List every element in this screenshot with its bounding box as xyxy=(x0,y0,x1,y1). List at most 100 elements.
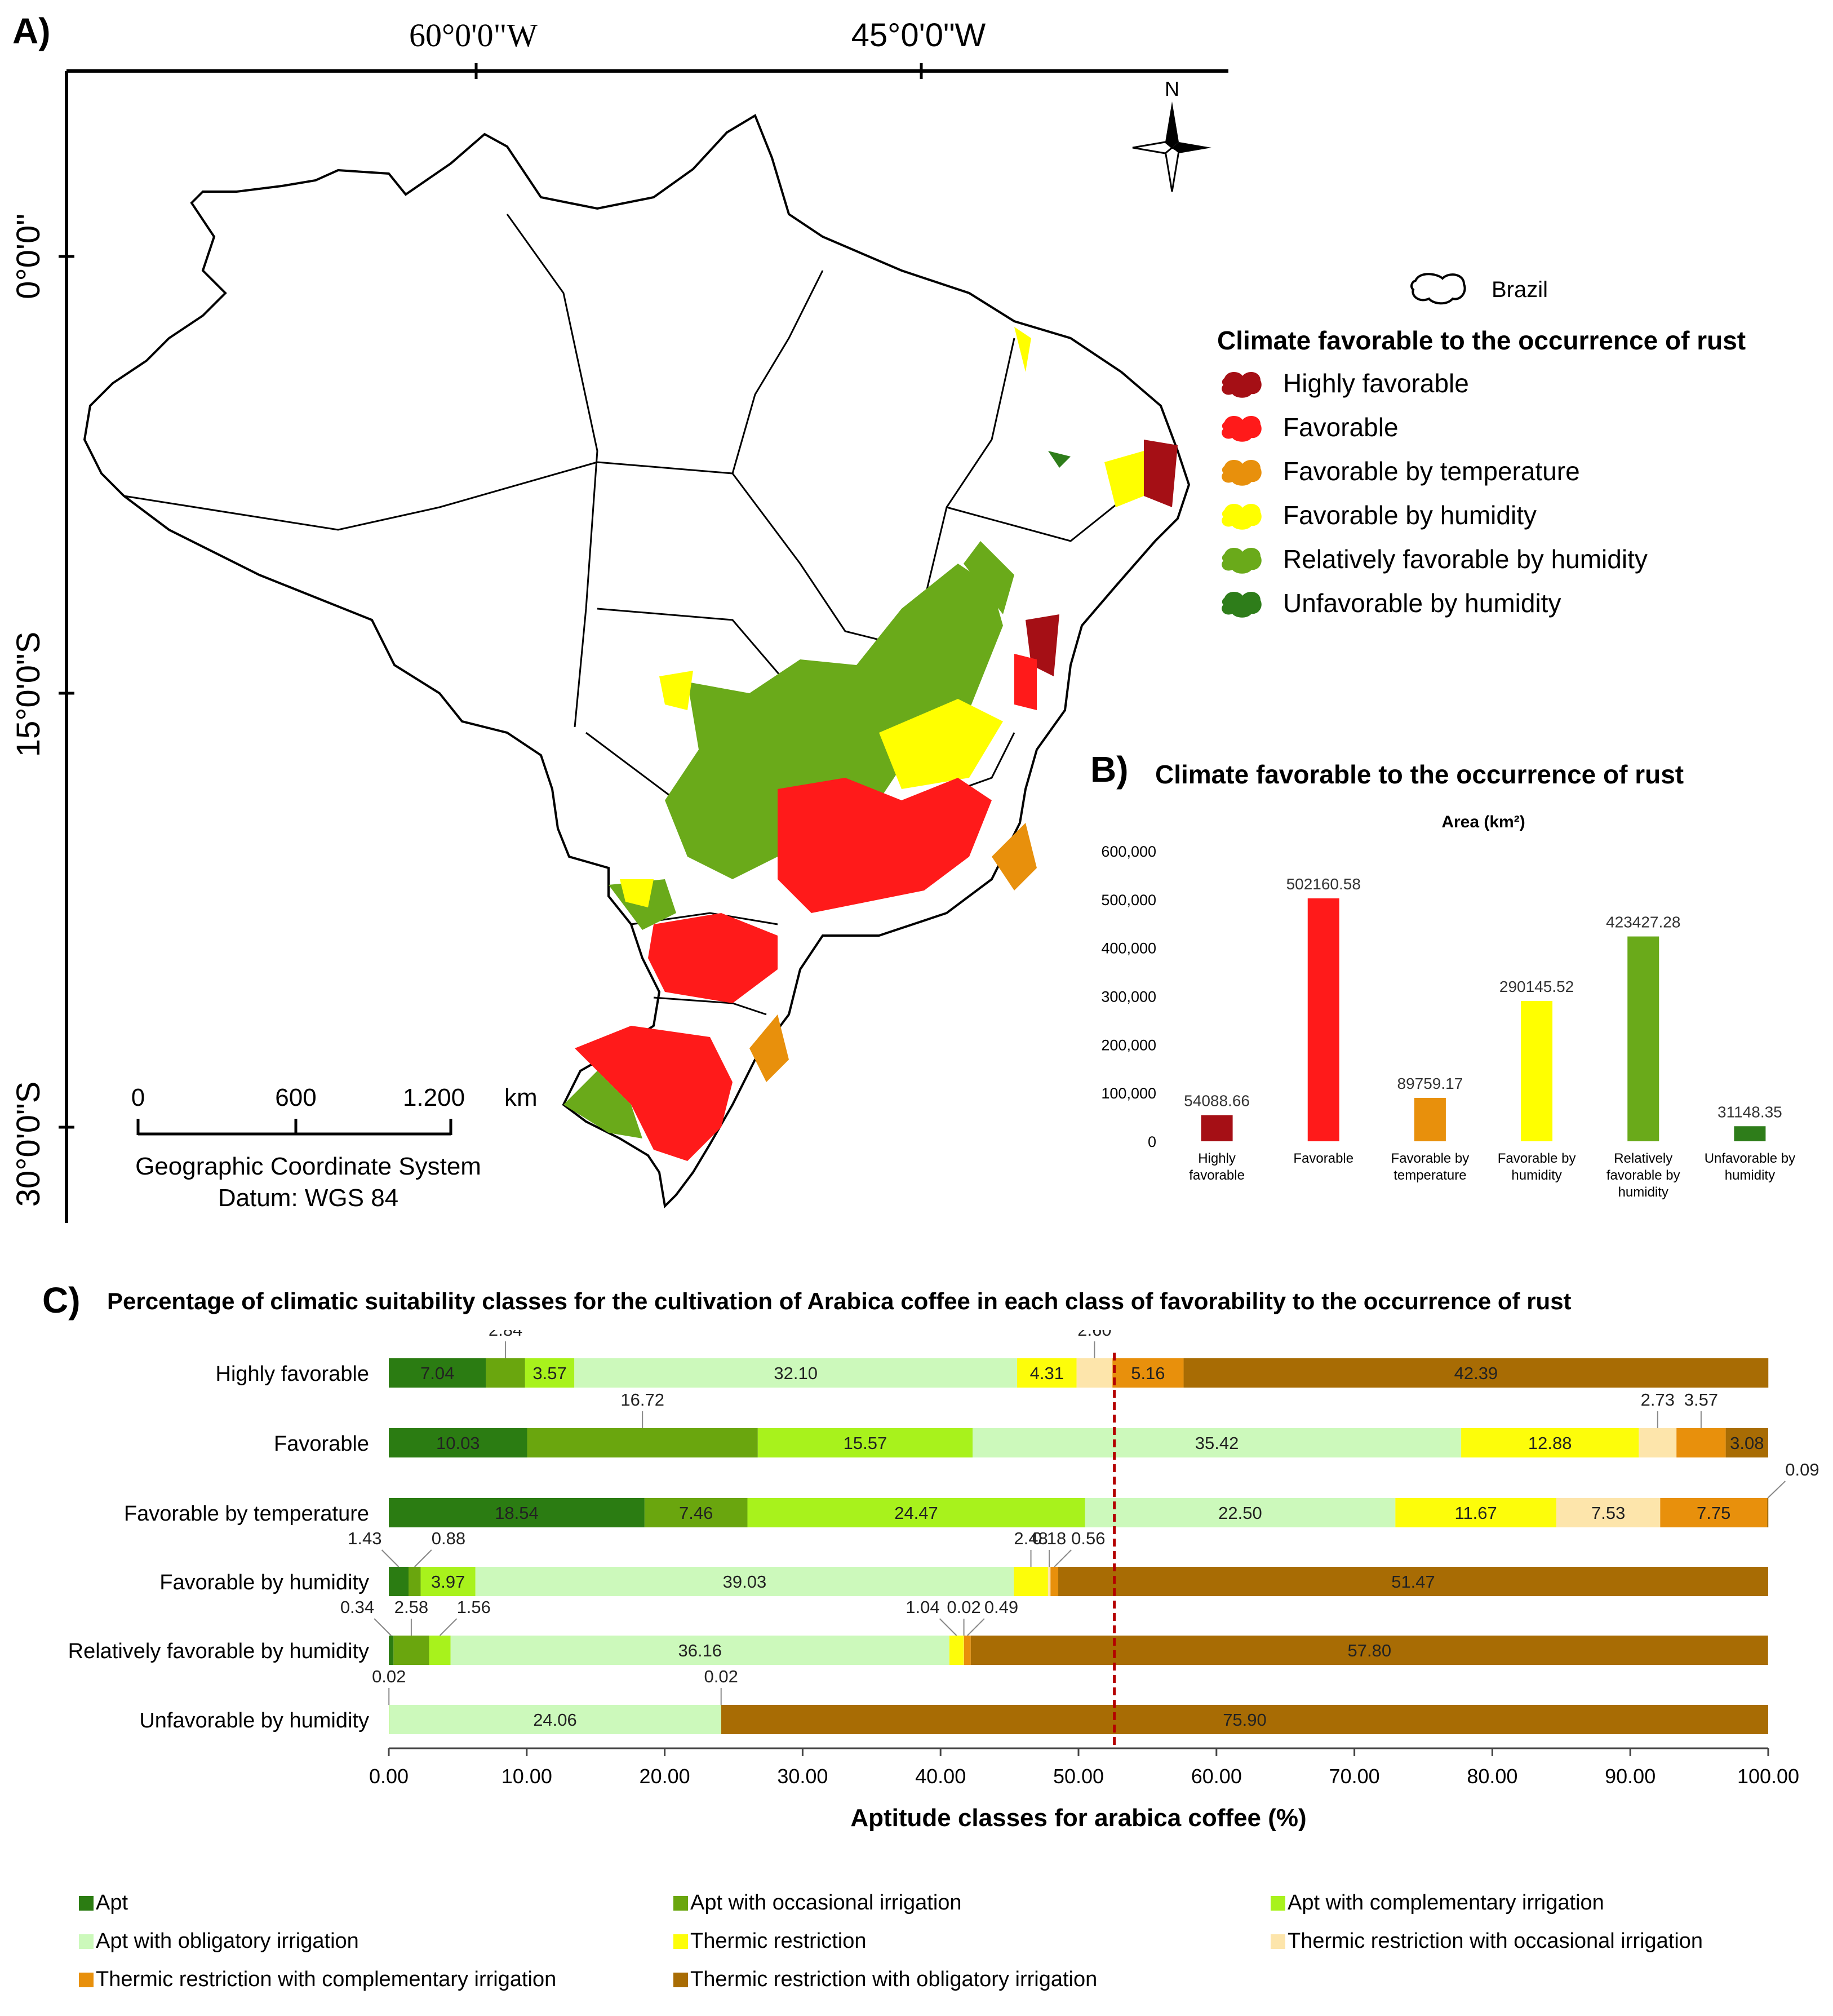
chart-c-segment-label: 2.73 xyxy=(1641,1390,1675,1410)
scale-unit: km xyxy=(504,1084,538,1111)
legend-c-swatch xyxy=(673,1934,688,1949)
chart-c-segment xyxy=(389,1636,394,1665)
chart-b-category-label: favorable by xyxy=(1606,1168,1680,1183)
scale-tick-600: 600 xyxy=(275,1084,316,1111)
chart-c-segment xyxy=(1183,1358,1769,1388)
scale-tick-0: 0 xyxy=(131,1084,145,1111)
chart-c-segment xyxy=(420,1567,476,1596)
legend-c-label: Apt with occasional irrigation xyxy=(690,1891,962,1915)
chart-c-segment-label: 2.48 xyxy=(1014,1528,1048,1548)
chart-c-segment xyxy=(475,1567,1014,1596)
chart-c-xlabel: Aptitude classes for arabica coffee (%) xyxy=(850,1804,1306,1832)
chart-c-xtick-label: 100.00 xyxy=(1737,1765,1799,1788)
chart-c-xtick-label: 90.00 xyxy=(1605,1765,1656,1788)
chart-c-xtick-label: 80.00 xyxy=(1467,1765,1517,1788)
chart-c-leader-line xyxy=(939,1618,957,1636)
chart-b-value-label: 290145.52 xyxy=(1499,978,1574,995)
legend-a-item: Relatively favorable by humidity xyxy=(1220,542,1648,576)
legend-a-label: Favorable by humidity xyxy=(1283,500,1537,530)
chart-c-segment-label: 35.42 xyxy=(1195,1433,1239,1453)
legend-a-item: Favorable by temperature xyxy=(1220,454,1580,488)
chart-c-leader-line xyxy=(414,1549,432,1567)
legend-c-swatch xyxy=(79,1896,94,1911)
north-arrow-icon xyxy=(1132,101,1211,192)
chart-c-segment-label: 3.97 xyxy=(431,1572,465,1592)
legend-c-swatch xyxy=(79,1934,94,1949)
chart-c-category-label: Favorable xyxy=(274,1432,369,1456)
legend-c-swatch xyxy=(673,1973,688,1987)
chart-b-category-label: humidity xyxy=(1725,1168,1775,1183)
chart-b-ytick: 500,000 xyxy=(1101,892,1156,909)
chart-c-segment xyxy=(1676,1428,1726,1457)
chart-c-segment-label: 10.03 xyxy=(436,1433,480,1453)
chart-c-xtick-label: 70.00 xyxy=(1329,1765,1380,1788)
legend-a-swatch xyxy=(1222,460,1262,486)
legend-c-label: Thermic restriction with complementary i… xyxy=(96,1968,556,1991)
legend-c-label: Apt with complementary irrigation xyxy=(1288,1891,1604,1915)
chart-c-segment-label: 4.31 xyxy=(1030,1363,1064,1383)
crs-line-1: Geographic Coordinate System xyxy=(135,1153,481,1180)
legend-brazil-label: Brazil xyxy=(1492,277,1548,302)
suitability-stacked-chart: 0.00 10.00 20.00 30.00 40.00 50.00 60.00 70.00 8… xyxy=(68,1330,1819,1832)
chart-b-axis-title: Area (km²) xyxy=(1441,813,1525,831)
legend-c-label: Apt with obligatory irrigation xyxy=(96,1929,359,1953)
chart-c-segment xyxy=(721,1705,1768,1734)
chart-c-segment xyxy=(1725,1428,1768,1457)
chart-c-segment xyxy=(525,1358,575,1388)
chart-c-segment xyxy=(757,1428,973,1457)
chart-c-segment-label: 75.90 xyxy=(1223,1710,1267,1730)
lat-label-15s: 15°0'0"S xyxy=(10,632,47,757)
legend-a-swatch xyxy=(1222,372,1262,398)
chart-c-segment-label: 5.16 xyxy=(1131,1363,1165,1383)
legend-c-swatch xyxy=(1271,1896,1285,1911)
chart-c-leader-line xyxy=(374,1618,392,1636)
chart-b-category-label: Relatively xyxy=(1614,1151,1672,1166)
lat-label-30s: 30°0'0"S xyxy=(10,1082,47,1207)
chart-c-segment xyxy=(574,1358,1018,1388)
legend-a-item: Unfavorable by humidity xyxy=(1220,586,1561,620)
chart-c-segment xyxy=(964,1636,971,1665)
chart-c-segment-label: 7.53 xyxy=(1591,1503,1625,1523)
rust-patches xyxy=(563,327,1178,1161)
chart-c-segment-label: 3.57 xyxy=(532,1363,566,1383)
chart-c-segment-label: 18.54 xyxy=(495,1503,539,1523)
chart-b-bar xyxy=(1307,898,1339,1141)
chart-c-segment xyxy=(527,1428,758,1457)
chart-c-segment-label: 51.47 xyxy=(1391,1572,1435,1592)
area-bar-chart: Area (km²) 0 100,000 200,000 300,000 400,000 5… xyxy=(1101,813,1795,1200)
chart-c-segment xyxy=(1660,1498,1768,1527)
chart-b-category-label: temperature xyxy=(1393,1168,1466,1183)
chart-c-segment-label: 22.50 xyxy=(1218,1503,1262,1523)
chart-c-segment xyxy=(1639,1428,1677,1457)
chart-c-segment xyxy=(1556,1498,1661,1527)
scale-bar xyxy=(136,1119,452,1136)
chart-c-segment xyxy=(450,1636,949,1665)
chart-b-bar xyxy=(1414,1097,1446,1141)
chart-b-category-label: humidity xyxy=(1511,1168,1561,1183)
chart-b-ytick: 0 xyxy=(1148,1133,1156,1150)
brazil-map: 60°0'0"W 45°0'0"W 0°0'0" 15°0'0"S 30°0'0… xyxy=(10,17,1228,1223)
chart-c-segment-label: 0.02 xyxy=(372,1667,406,1686)
chart-c-leader-line xyxy=(439,1618,458,1636)
chart-c-leader-line xyxy=(967,1618,985,1636)
chart-c-segment-label: 3.08 xyxy=(1730,1433,1764,1453)
chart-c-segment xyxy=(1112,1358,1184,1388)
panel-a-letter: A) xyxy=(12,11,51,51)
chart-c-segment-label: 32.10 xyxy=(774,1363,818,1383)
chart-c-segment-label: 24.06 xyxy=(533,1710,577,1730)
chart-c-category-label: Favorable by temperature xyxy=(124,1502,369,1526)
lon-label-60w: 60°0'0"W xyxy=(409,17,538,54)
chart-b-ytick: 300,000 xyxy=(1101,989,1156,1005)
chart-c-segment-label: 0.34 xyxy=(340,1597,374,1617)
chart-c-segment-label: 0.09 xyxy=(1785,1460,1819,1479)
panel-b-letter: B) xyxy=(1090,749,1129,790)
chart-c-segment-label: 24.47 xyxy=(894,1503,938,1523)
chart-b-value-label: 89759.17 xyxy=(1397,1075,1463,1092)
chart-c-xtick-label: 20.00 xyxy=(640,1765,690,1788)
chart-b-value-label: 54088.66 xyxy=(1184,1092,1250,1110)
chart-c-category-label: Highly favorable xyxy=(216,1362,369,1386)
brazil-shape-icon xyxy=(1410,273,1466,305)
chart-c-segment xyxy=(409,1567,421,1596)
chart-c-segment-label: 11.67 xyxy=(1455,1503,1497,1523)
chart-c-segment xyxy=(747,1498,1085,1527)
